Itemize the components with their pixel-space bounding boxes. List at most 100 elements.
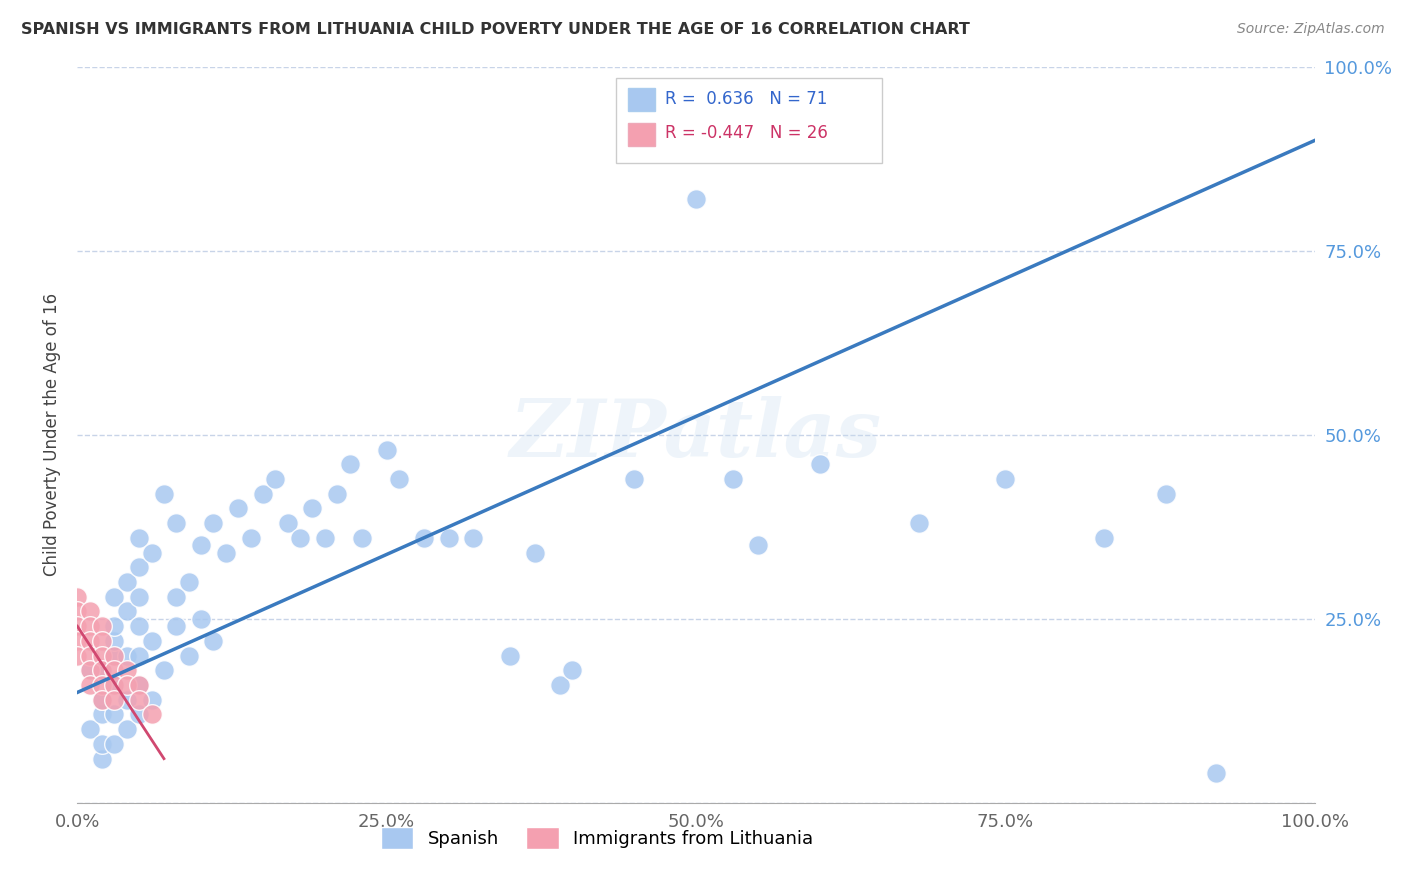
Point [103, 619, 125, 633]
FancyBboxPatch shape [628, 123, 655, 146]
Point [165, 516, 187, 530]
FancyBboxPatch shape [616, 78, 882, 162]
Point [103, 590, 125, 604]
Point [685, 193, 707, 207]
Point [153, 487, 176, 501]
Point [499, 648, 522, 663]
Point [128, 678, 150, 692]
Point [623, 472, 645, 486]
FancyBboxPatch shape [628, 87, 655, 111]
Point [141, 633, 163, 648]
Point [115, 723, 138, 737]
Point [277, 516, 299, 530]
Point [79, 664, 101, 678]
Text: R = -0.447   N = 26: R = -0.447 N = 26 [665, 124, 828, 142]
Point [177, 575, 200, 590]
Point [128, 590, 150, 604]
Point [524, 545, 547, 560]
Point [91, 737, 114, 751]
Point [79, 619, 101, 633]
Point [103, 707, 125, 722]
Point [115, 575, 138, 590]
Point [239, 531, 262, 545]
Point [79, 648, 101, 663]
Point [115, 692, 138, 706]
Point [128, 648, 150, 663]
Point [66, 648, 89, 663]
Point [103, 678, 125, 692]
Point [66, 633, 89, 648]
Point [128, 707, 150, 722]
Point [103, 737, 125, 751]
Point [314, 531, 336, 545]
Point [907, 516, 929, 530]
Point [252, 487, 274, 501]
Text: ZIPatlas: ZIPatlas [510, 396, 882, 474]
Point [548, 678, 571, 692]
Point [91, 678, 114, 692]
Point [561, 664, 583, 678]
Point [721, 472, 744, 486]
Point [190, 538, 212, 552]
Point [115, 664, 138, 678]
Point [215, 545, 238, 560]
Point [412, 531, 434, 545]
Point [388, 472, 411, 486]
Point [91, 751, 114, 765]
Point [202, 633, 225, 648]
Point [350, 531, 373, 545]
Point [128, 692, 150, 706]
Point [115, 605, 138, 619]
Point [91, 692, 114, 706]
Point [288, 531, 311, 545]
Point [1092, 531, 1115, 545]
Point [177, 648, 200, 663]
Point [202, 516, 225, 530]
Point [79, 678, 101, 692]
Point [808, 457, 831, 471]
Point [115, 678, 138, 692]
Point [79, 664, 101, 678]
Point [79, 605, 101, 619]
Point [66, 619, 89, 633]
Point [301, 501, 323, 516]
Point [463, 531, 485, 545]
Point [141, 707, 163, 722]
Point [103, 692, 125, 706]
Point [103, 648, 125, 663]
Point [375, 442, 398, 457]
Point [165, 590, 187, 604]
Point [128, 560, 150, 574]
Point [326, 487, 349, 501]
Text: R =  0.636   N = 71: R = 0.636 N = 71 [665, 89, 827, 108]
Point [141, 545, 163, 560]
Point [141, 692, 163, 706]
Point [190, 612, 212, 626]
Point [153, 664, 176, 678]
Point [103, 633, 125, 648]
Point [264, 472, 287, 486]
Point [91, 707, 114, 722]
Point [115, 648, 138, 663]
Point [91, 648, 114, 663]
Point [128, 531, 150, 545]
Point [91, 664, 114, 678]
Point [1205, 766, 1227, 780]
Point [1154, 487, 1177, 501]
Point [339, 457, 361, 471]
Point [66, 605, 89, 619]
Point [66, 590, 89, 604]
Text: SPANISH VS IMMIGRANTS FROM LITHUANIA CHILD POVERTY UNDER THE AGE OF 16 CORRELATI: SPANISH VS IMMIGRANTS FROM LITHUANIA CHI… [21, 22, 970, 37]
Legend: Spanish, Immigrants from Lithuania: Spanish, Immigrants from Lithuania [374, 820, 820, 856]
Point [128, 619, 150, 633]
Point [103, 678, 125, 692]
Point [103, 664, 125, 678]
Text: Source: ZipAtlas.com: Source: ZipAtlas.com [1237, 22, 1385, 37]
Point [91, 633, 114, 648]
Point [91, 664, 114, 678]
Point [747, 538, 769, 552]
Point [91, 692, 114, 706]
Point [103, 648, 125, 663]
Point [226, 501, 249, 516]
Point [437, 531, 460, 545]
